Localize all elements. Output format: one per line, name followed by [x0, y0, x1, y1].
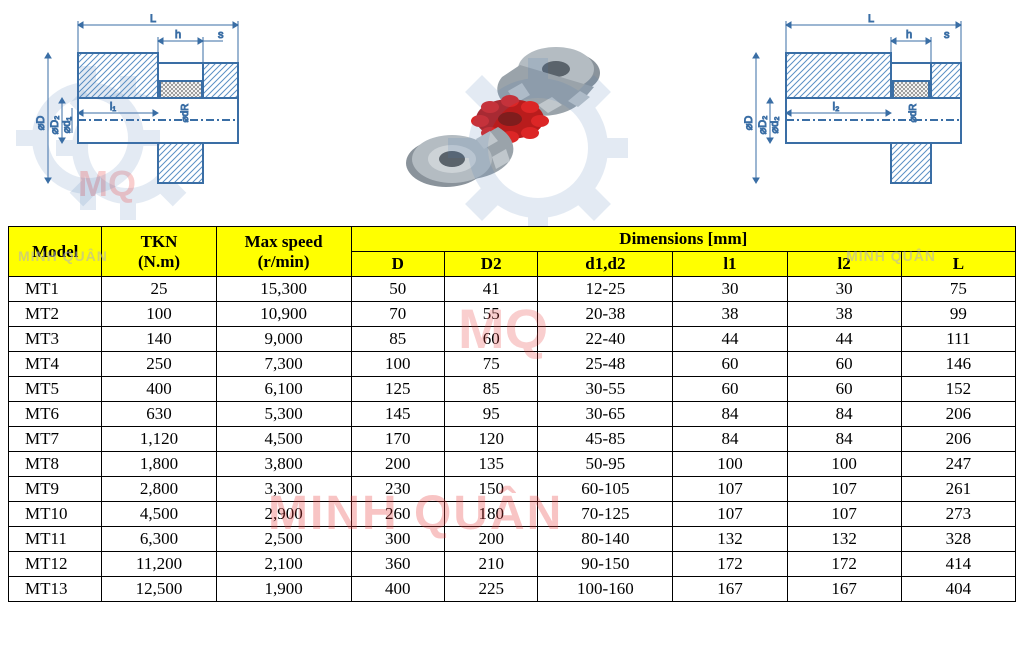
- col-d1d2: d1,d2: [538, 252, 673, 277]
- spec-table: Model TKN(N.m) Max speed(r/min) Dimensio…: [8, 226, 1016, 602]
- col-l: L: [901, 252, 1015, 277]
- table-row: MT66305,3001459530-658484206: [9, 402, 1016, 427]
- table-row: MT12515,300504112-25303075: [9, 277, 1016, 302]
- svg-text:s: s: [944, 29, 950, 41]
- tech-drawing-left: L h s ⌀D ⌀D₂ ⌀d₁ l₁ ⌀dR: [8, 13, 308, 213]
- diagram-row: MQ: [8, 8, 1016, 218]
- table-row: MT1211,2002,10036021090-150172172414: [9, 552, 1016, 577]
- svg-text:h: h: [175, 29, 181, 41]
- table-row: MT210010,900705520-38383899: [9, 302, 1016, 327]
- col-d: D: [351, 252, 444, 277]
- spec-table-wrap: MINH QUÂN MINH QUÂN MQ MINH QUÂN Model T…: [8, 226, 1016, 602]
- col-d2: D2: [444, 252, 537, 277]
- table-row: MT92,8003,30023015060-105107107261: [9, 477, 1016, 502]
- svg-text:⌀d₁: ⌀d₁: [61, 116, 73, 133]
- svg-text:⌀D: ⌀D: [743, 116, 755, 131]
- svg-text:L: L: [150, 13, 156, 25]
- svg-text:⌀dR: ⌀dR: [180, 104, 191, 123]
- table-row: MT71,1204,50017012045-858484206: [9, 427, 1016, 452]
- tech-drawing-right: L h s ⌀D ⌀D₂ ⌀d₂ l₂ ⌀dR: [716, 13, 1016, 213]
- svg-text:⌀D: ⌀D: [35, 116, 47, 131]
- svg-text:s: s: [218, 29, 224, 41]
- svg-text:l₂: l₂: [833, 101, 840, 113]
- col-l2: l2: [787, 252, 901, 277]
- table-row: MT104,5002,90026018070-125107107273: [9, 502, 1016, 527]
- col-model: Model: [9, 227, 102, 277]
- svg-text:⌀D₂: ⌀D₂: [49, 116, 61, 135]
- table-row: MT81,8003,80020013550-95100100247: [9, 452, 1016, 477]
- table-row: MT31409,000856022-404444111: [9, 327, 1016, 352]
- svg-text:L: L: [868, 13, 874, 25]
- col-dimensions: Dimensions [mm]: [351, 227, 1015, 252]
- svg-text:⌀dR: ⌀dR: [908, 104, 919, 123]
- table-row: MT42507,3001007525-486060146: [9, 352, 1016, 377]
- svg-text:⌀D₂: ⌀D₂: [757, 116, 769, 135]
- svg-text:l₁: l₁: [110, 101, 116, 113]
- coupling-render: [362, 13, 662, 213]
- col-l1: l1: [673, 252, 787, 277]
- col-tkn: TKN(N.m): [102, 227, 216, 277]
- table-row: MT116,3002,50030020080-140132132328: [9, 527, 1016, 552]
- table-row: MT54006,1001258530-556060152: [9, 377, 1016, 402]
- col-maxspeed: Max speed(r/min): [216, 227, 351, 277]
- svg-text:⌀d₂: ⌀d₂: [769, 116, 781, 133]
- svg-text:h: h: [906, 29, 912, 41]
- table-row: MT1312,5001,900400225100-160167167404: [9, 577, 1016, 602]
